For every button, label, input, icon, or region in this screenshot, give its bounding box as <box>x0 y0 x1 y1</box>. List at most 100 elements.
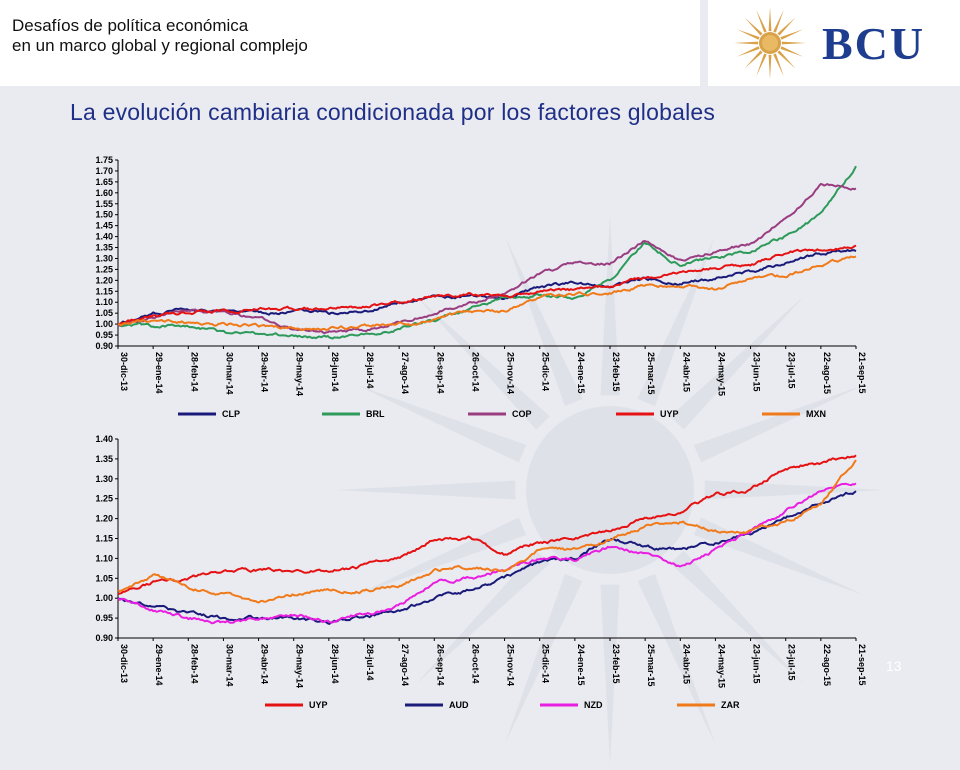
x-tick-label: 21-sep-15 <box>857 644 867 686</box>
x-tick-label: 28-feb-14 <box>189 352 199 392</box>
y-tick-label: 0.90 <box>95 633 113 643</box>
x-tick-label: 28-jun-14 <box>330 352 340 392</box>
header-strip: Desafíos de política económica en un mar… <box>0 0 700 86</box>
y-tick-label: 1.20 <box>95 514 113 524</box>
series-line-brl <box>117 165 857 340</box>
y-tick-label: 1.00 <box>95 593 113 603</box>
x-tick-label: 22-ago-15 <box>822 644 832 686</box>
y-tick-label: 1.45 <box>95 221 113 231</box>
series-line-cop <box>117 182 857 335</box>
y-tick-label: 1.15 <box>95 534 113 544</box>
x-tick-label: 23-jun-15 <box>752 644 762 684</box>
x-tick-label: 27-ago-14 <box>400 352 410 394</box>
y-tick-label: 1.30 <box>95 474 113 484</box>
legend-label-aud: AUD <box>449 700 469 710</box>
x-tick-label: 30-dic-13 <box>119 644 129 683</box>
x-tick-label: 23-feb-15 <box>611 644 621 684</box>
chart-global-currencies: 0.90 0.95 1.00 1.05 1.10 1.15 1.20 1.25 1.30 1.35… <box>95 434 867 710</box>
y-tick-label: 1.10 <box>95 297 113 307</box>
y-tick-label: 1.05 <box>95 573 113 583</box>
x-tick-label: 25-mar-15 <box>646 352 656 395</box>
legend-label-cop: COP <box>512 409 532 419</box>
x-tick-label: 25-dic-14 <box>541 644 551 683</box>
x-tick-label: 30-dic-13 <box>119 352 129 391</box>
x-tick-label: 25-nov-14 <box>506 644 516 686</box>
x-tick-label: 25-nov-14 <box>506 352 516 394</box>
legend-label-clp: CLP <box>222 409 240 419</box>
x-tick-label: 24-abr-15 <box>681 352 691 392</box>
y-tick-label: 1.40 <box>95 434 113 444</box>
x-tick-label: 23-jun-15 <box>752 352 762 392</box>
x-tick-label: 27-ago-14 <box>400 644 410 686</box>
legend-label-uyp: UYP <box>309 700 328 710</box>
bcu-logo-graphic: BCU <box>734 7 925 79</box>
series-line-mxn <box>117 255 857 331</box>
y-tick-label: 1.10 <box>95 553 113 563</box>
bcu-logo: BCU <box>708 0 960 86</box>
y-tick-label: 1.60 <box>95 188 113 198</box>
y-tick-label: 1.65 <box>95 177 113 187</box>
y-tick-label: 1.75 <box>95 155 113 165</box>
y-tick-label: 1.30 <box>95 253 113 263</box>
x-tick-label: 28-jun-14 <box>330 644 340 684</box>
chart-latam-currencies: 0.900.951.001.051.101.151.201.251.301.35… <box>95 155 867 419</box>
presentation-subtitle: Desafíos de política económica en un mar… <box>12 16 308 56</box>
x-tick-label: 29-abr-14 <box>260 644 270 684</box>
logo-text: BCU <box>822 18 925 69</box>
x-tick-label: 25-dic-14 <box>541 352 551 391</box>
y-tick-label: 1.05 <box>95 308 113 318</box>
y-tick-label: 1.25 <box>95 494 113 504</box>
series-line-aud <box>117 490 857 625</box>
subtitle-line-1: Desafíos de política económica <box>12 16 249 35</box>
x-tick-label: 22-ago-15 <box>822 352 832 394</box>
x-tick-label: 29-may-14 <box>295 352 305 396</box>
x-tick-label: 29-ene-14 <box>154 352 164 394</box>
y-tick-label: 1.40 <box>95 232 113 242</box>
x-tick-label: 28-feb-14 <box>189 644 199 684</box>
x-tick-label: 23-jul-15 <box>787 352 797 389</box>
y-tick-label: 1.15 <box>95 286 113 296</box>
x-tick-label: 24-ene-15 <box>576 352 586 394</box>
sun-icon <box>734 7 806 79</box>
y-tick-label: 0.90 <box>95 341 113 351</box>
y-tick-label: 1.25 <box>95 264 113 274</box>
x-tick-label: 21-sep-15 <box>857 352 867 394</box>
x-tick-label: 26-sep-14 <box>435 352 445 394</box>
x-tick-label: 26-oct-14 <box>470 352 480 392</box>
legend-label-brl: BRL <box>366 409 385 419</box>
y-tick-label: 0.95 <box>95 330 113 340</box>
x-tick-label: 23-jul-15 <box>787 644 797 681</box>
x-tick-label: 28-jul-14 <box>365 644 375 681</box>
y-tick-label: 1.70 <box>95 166 113 176</box>
y-tick-label: 1.35 <box>95 454 113 464</box>
y-tick-label: 1.20 <box>95 275 113 285</box>
page-number: 13 <box>886 658 902 674</box>
series-line-zar <box>117 459 857 604</box>
y-tick-label: 1.55 <box>95 199 113 209</box>
x-tick-label: 30-mar-14 <box>224 352 234 395</box>
x-tick-label: 26-oct-14 <box>470 644 480 684</box>
series-line-uyp <box>117 454 857 596</box>
x-tick-label: 24-may-15 <box>716 352 726 396</box>
x-tick-label: 24-may-15 <box>716 644 726 688</box>
x-tick-label: 30-mar-14 <box>224 644 234 687</box>
legend-label-nzd: NZD <box>584 700 603 710</box>
y-tick-label: 1.50 <box>95 210 113 220</box>
x-tick-label: 28-jul-14 <box>365 352 375 389</box>
x-tick-label: 24-abr-15 <box>681 644 691 684</box>
x-tick-label: 29-abr-14 <box>260 352 270 392</box>
subtitle-line-2: en un marco global y regional complejo <box>12 36 308 55</box>
legend-label-mxn: MXN <box>806 409 826 419</box>
y-tick-label: 0.95 <box>95 613 113 623</box>
x-tick-label: 29-ene-14 <box>154 644 164 686</box>
x-tick-label: 26-sep-14 <box>435 644 445 686</box>
x-tick-label: 25-mar-15 <box>646 644 656 687</box>
legend-label-uyp: UYP <box>660 409 679 419</box>
x-tick-label: 24-ene-15 <box>576 644 586 686</box>
y-tick-label: 1.00 <box>95 319 113 329</box>
slide-title: La evolución cambiaria condicionada por … <box>70 99 716 125</box>
series-line-nzd <box>117 482 857 625</box>
y-tick-label: 1.35 <box>95 243 113 253</box>
x-tick-label: 29-may-14 <box>295 644 305 688</box>
legend-label-zar: ZAR <box>721 700 740 710</box>
